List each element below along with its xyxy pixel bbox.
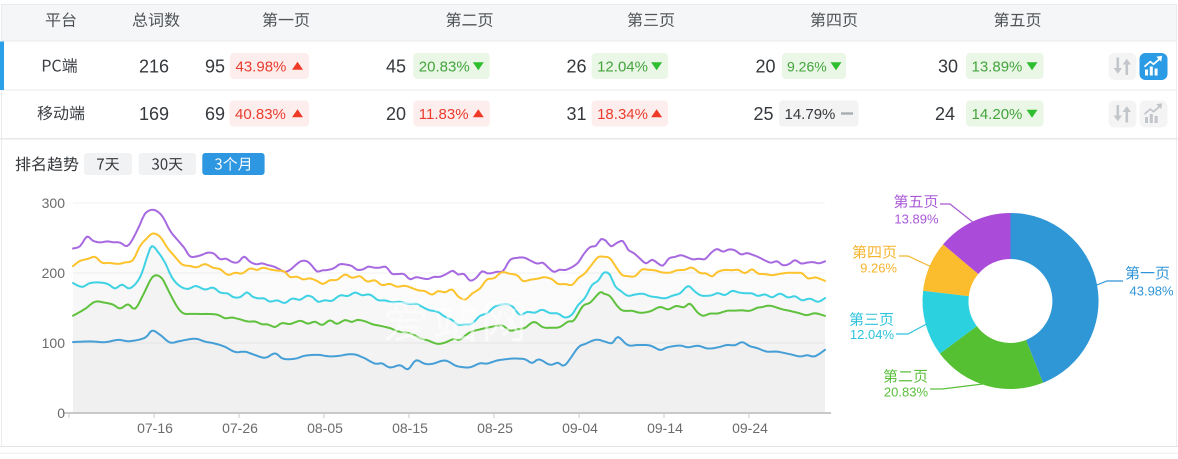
svg-text:30: 30: [938, 57, 958, 77]
svg-text:18.34%: 18.34%: [597, 106, 648, 123]
svg-text:216: 216: [139, 57, 169, 77]
svg-text:45: 45: [386, 57, 406, 77]
svg-text:12.04%: 12.04%: [850, 327, 895, 342]
svg-text:9.26%: 9.26%: [787, 59, 827, 75]
svg-text:25: 25: [753, 104, 773, 124]
svg-text:26: 26: [566, 57, 586, 77]
svg-text:95: 95: [205, 57, 225, 77]
svg-text:169: 169: [139, 104, 169, 124]
svg-text:13.89%: 13.89%: [894, 212, 939, 227]
svg-text:100: 100: [42, 335, 66, 351]
svg-text:40.83%: 40.83%: [235, 106, 286, 123]
svg-text:13.89%: 13.89%: [972, 59, 1023, 76]
svg-text:0: 0: [57, 405, 65, 421]
svg-text:20.83%: 20.83%: [884, 385, 929, 400]
svg-text:300: 300: [42, 195, 66, 211]
svg-text:09-04: 09-04: [562, 420, 598, 436]
svg-text:09-14: 09-14: [647, 420, 683, 436]
svg-text:43.98%: 43.98%: [1130, 284, 1175, 299]
svg-text:20.83%: 20.83%: [419, 59, 470, 76]
svg-text:69: 69: [205, 104, 225, 124]
svg-text:200: 200: [42, 265, 66, 281]
svg-text:20: 20: [386, 104, 406, 124]
svg-text:14.79%: 14.79%: [785, 106, 836, 123]
svg-text:07-26: 07-26: [222, 420, 258, 436]
svg-text:08-05: 08-05: [307, 420, 343, 436]
svg-text:07-16: 07-16: [137, 420, 173, 436]
svg-text:14.20%: 14.20%: [972, 106, 1023, 123]
svg-text:08-25: 08-25: [477, 420, 513, 436]
svg-text:09-24: 09-24: [732, 420, 768, 436]
svg-text:24: 24: [935, 104, 955, 124]
svg-text:11.83%: 11.83%: [419, 106, 469, 123]
svg-text:43.98%: 43.98%: [236, 59, 287, 76]
svg-text:9.26%: 9.26%: [860, 261, 897, 276]
svg-text:08-15: 08-15: [392, 420, 428, 436]
svg-text:31: 31: [566, 104, 586, 124]
svg-text:20: 20: [755, 57, 775, 77]
svg-text:12.04%: 12.04%: [597, 59, 648, 76]
